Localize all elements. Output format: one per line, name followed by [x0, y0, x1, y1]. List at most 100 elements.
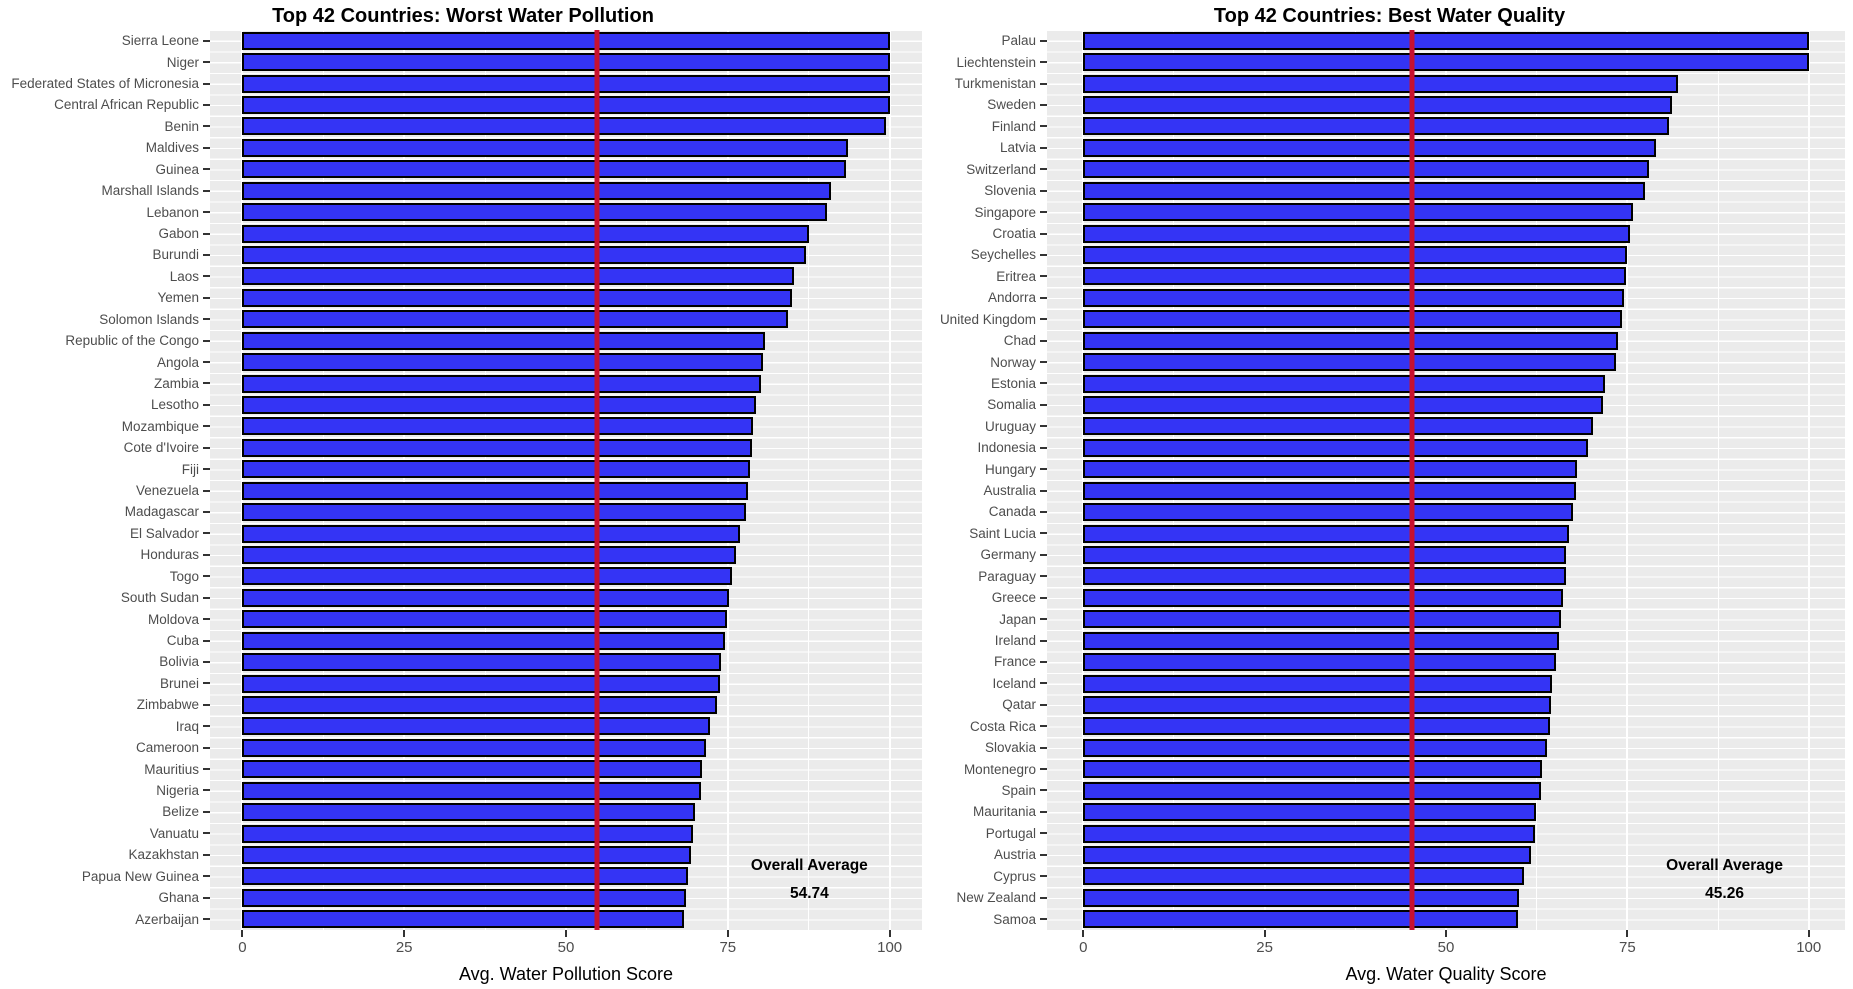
x-axis-title: Avg. Water Quality Score: [1345, 964, 1547, 984]
y-axis-label: Honduras: [0, 544, 210, 565]
y-tick-mark: [1040, 318, 1047, 321]
country-label: Honduras: [140, 547, 199, 563]
gridline-minor: [1717, 30, 1719, 930]
y-tick-mark: [1040, 39, 1047, 42]
country-label: Qatar: [1002, 697, 1036, 713]
y-axis-label: Iraq: [0, 716, 210, 737]
y-tick-mark: [1040, 425, 1047, 428]
country-label: Estonia: [990, 375, 1036, 391]
y-axis-label: Andorra: [926, 287, 1047, 308]
bar: [242, 138, 848, 157]
bar: [242, 288, 792, 307]
y-tick-mark: [1040, 725, 1047, 728]
bar: [1083, 867, 1525, 886]
y-axis-label: Yemen: [0, 287, 210, 308]
y-axis-label: Montenegro: [926, 758, 1047, 779]
y-axis-label: Slovakia: [926, 737, 1047, 758]
bar: [1083, 53, 1809, 72]
x-tick-mark: [403, 930, 406, 937]
y-axis-label: Angola: [0, 351, 210, 372]
y-tick-mark: [203, 468, 210, 471]
annotation-label: Overall Average: [750, 856, 868, 874]
bar: [242, 460, 751, 479]
bar: [242, 96, 890, 114]
gridline-major: [1807, 30, 1810, 930]
y-tick-mark: [1040, 61, 1047, 64]
country-label: Bolivia: [159, 654, 199, 670]
y-axis-label: United Kingdom: [926, 308, 1047, 329]
country-label: Slovakia: [984, 740, 1036, 756]
y-tick-mark: [203, 146, 210, 149]
bar: [1083, 396, 1603, 414]
y-tick-mark: [1040, 146, 1047, 149]
bar: [1083, 438, 1589, 457]
country-label: Yemen: [157, 290, 199, 306]
gridline-major: [726, 30, 729, 930]
country-label: Croatia: [992, 226, 1036, 241]
plot-panel: Overall Average 54.74: [210, 30, 922, 930]
y-tick-mark: [203, 746, 210, 749]
y-tick-mark: [203, 275, 210, 278]
bar: [242, 760, 702, 779]
country-label: Greece: [991, 590, 1036, 606]
y-tick-mark: [203, 425, 210, 428]
x-axis: 0 25 50 75 100: [1047, 930, 1845, 962]
bar: [242, 160, 846, 179]
country-label: Japan: [999, 611, 1036, 627]
x-tick-label: 100: [877, 939, 903, 956]
y-tick-mark: [1040, 103, 1047, 106]
y-axis-label: Sierra Leone: [0, 30, 210, 51]
y-tick-mark: [1040, 618, 1047, 621]
bar: [1083, 331, 1618, 350]
country-label: Turkmenistan: [954, 76, 1036, 92]
y-tick-mark: [203, 553, 210, 556]
country-label: Niger: [166, 54, 199, 70]
x-tick-label: 25: [395, 939, 413, 956]
country-label: Portugal: [985, 825, 1036, 841]
y-tick-mark: [1040, 382, 1047, 385]
country-label: Latvia: [999, 140, 1036, 156]
y-axis-label: Somalia: [926, 394, 1047, 415]
y-axis-label: Ireland: [926, 630, 1047, 651]
bar: [242, 74, 890, 93]
bar: [242, 738, 706, 757]
y-tick-mark: [1040, 361, 1047, 364]
y-axis-label: Hungary: [926, 458, 1047, 479]
bar: [1083, 781, 1542, 800]
y-tick-mark: [1040, 253, 1047, 256]
bar: [242, 438, 752, 457]
bar: [242, 117, 887, 136]
y-tick-mark: [1040, 211, 1047, 214]
bar: [242, 481, 748, 500]
bar: [242, 846, 691, 864]
bar: [1083, 288, 1625, 307]
y-axis-label: Mauritius: [0, 758, 210, 779]
y-tick-mark: [1040, 810, 1047, 813]
y-tick-mark: [203, 660, 210, 663]
y-axis-label: Mauritania: [926, 801, 1047, 822]
y-axis-label: Venezuela: [0, 480, 210, 501]
y-axis-label: Slovenia: [926, 180, 1047, 201]
country-label: Spain: [1001, 782, 1036, 798]
y-axis-label: Sweden: [926, 94, 1047, 115]
y-tick-mark: [203, 318, 210, 321]
bar: [242, 567, 733, 586]
y-tick-mark: [203, 875, 210, 878]
y-tick-mark: [203, 596, 210, 599]
y-tick-mark: [203, 168, 210, 171]
y-axis-label: Cuba: [0, 630, 210, 651]
bar: [242, 396, 757, 414]
country-label: Gabon: [158, 226, 199, 241]
plot-area-row: Sierra Leone Niger Federated States of Mic…: [0, 30, 926, 930]
y-axis-label: Cote d'Ivoire: [0, 437, 210, 458]
y-axis-label: Cyprus: [926, 865, 1047, 886]
bar: [242, 353, 763, 372]
bar: [1083, 310, 1622, 329]
bar: [242, 631, 726, 650]
y-axis-label: Cameroon: [0, 737, 210, 758]
y-axis-label: Niger: [0, 51, 210, 72]
country-label: Canada: [988, 504, 1036, 520]
bar: [242, 824, 693, 843]
country-label: Zimbabwe: [136, 697, 199, 713]
